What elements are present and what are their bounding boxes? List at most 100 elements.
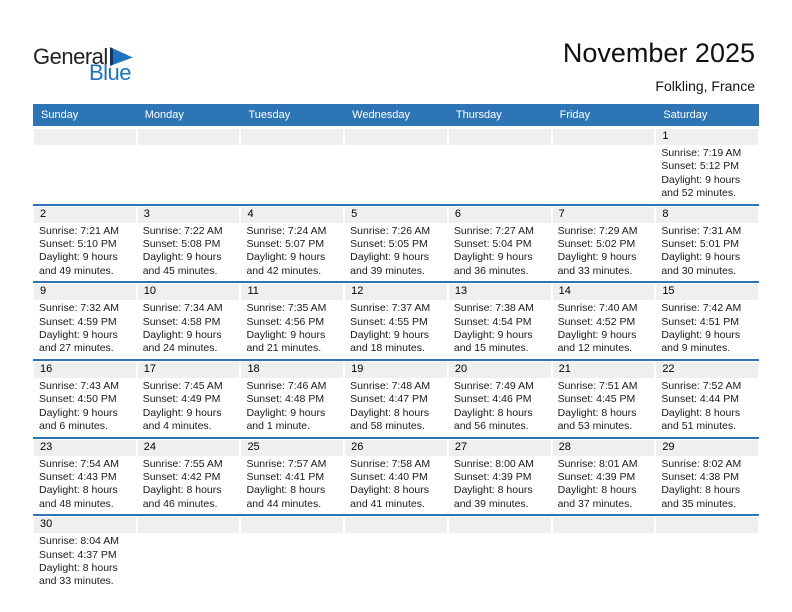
sun-times-text	[448, 145, 552, 150]
day-number-band	[552, 517, 655, 534]
day-cell-5: 5 Sunrise: 7:26 AM Sunset: 5:05 PM Daylight…	[344, 206, 448, 282]
sunrise-text: Sunrise: 7:42 AM	[661, 302, 742, 315]
sun-times-text: Sunrise: 7:22 AM Sunset: 5:08 PM Daylight:…	[137, 223, 241, 282]
sunrise-text: Sunrise: 7:21 AM	[39, 224, 119, 237]
day-cell-empty	[240, 128, 344, 204]
daylight-text-line1: Daylight: 8 hours	[350, 406, 429, 419]
daylight-text-line2: and 42 minutes.	[246, 264, 322, 277]
daylight-text-line2: and 33 minutes.	[39, 575, 114, 588]
sun-times-text: Sunrise: 7:51 AM Sunset: 4:45 PM Daylight:…	[552, 378, 656, 437]
day-number-band: 25	[241, 439, 344, 456]
daylight-text-line2: and 15 minutes.	[453, 342, 529, 355]
sunrise-text: Sunrise: 7:40 AM	[557, 302, 638, 315]
daylight-text-line2: and 6 minutes.	[39, 420, 108, 433]
month-calendar: Sunday Monday Tuesday Wednesday Thursday Frid…	[33, 104, 759, 592]
day-cell-empty	[655, 516, 759, 592]
week-row-6: 30 Sunrise: 8:04 AM Sunset: 4:37 PM Dayligh…	[33, 514, 759, 592]
daylight-text-line1: Daylight: 9 hours	[39, 251, 118, 264]
daylight-text-line1: Daylight: 9 hours	[557, 329, 637, 342]
sun-times-text: Sunrise: 7:24 AM Sunset: 5:07 PM Daylight:…	[240, 223, 344, 282]
day-cell-empty	[448, 128, 552, 204]
daylight-text-line2: and 9 minutes.	[661, 342, 731, 355]
sunset-text: Sunset: 5:12 PM	[661, 160, 739, 173]
sun-times-text: Sunrise: 7:29 AM Sunset: 5:02 PM Daylight:…	[552, 223, 656, 282]
day-cell-25: 25 Sunrise: 7:57 AM Sunset: 4:41 PM Dayligh…	[240, 439, 344, 515]
sun-times-text: Sunrise: 8:01 AM Sunset: 4:39 PM Daylight:…	[552, 456, 656, 515]
week-row-2: 2 Sunrise: 7:21 AM Sunset: 5:10 PM Daylight…	[33, 203, 759, 282]
logo-text-blue: Blue	[89, 60, 132, 85]
day-number-band: 17	[137, 361, 240, 378]
daylight-text-line2: and 49 minutes.	[39, 264, 114, 277]
day-number-band: 30	[34, 517, 136, 534]
sun-times-text: Sunrise: 7:32 AM Sunset: 4:59 PM Daylight:…	[33, 300, 137, 359]
sun-times-text: Sunrise: 7:54 AM Sunset: 4:43 PM Daylight:…	[33, 456, 137, 515]
logo-text-general: General	[33, 44, 108, 69]
day-cell-19: 19 Sunrise: 7:48 AM Sunset: 4:47 PM Dayligh…	[344, 361, 448, 437]
day-cell-11: 11 Sunrise: 7:35 AM Sunset: 4:56 PM Dayligh…	[240, 283, 344, 359]
daylight-text-line1: Daylight: 9 hours	[557, 251, 637, 264]
sun-times-text	[344, 533, 448, 538]
sunrise-text: Sunrise: 7:24 AM	[246, 224, 327, 237]
daylight-text-line1: Daylight: 9 hours	[350, 329, 429, 342]
day-cell-empty	[33, 128, 137, 204]
sun-times-text	[137, 145, 241, 150]
sun-times-text	[655, 533, 759, 538]
day-number-band: 22	[656, 361, 759, 378]
sun-times-text: Sunrise: 7:46 AM Sunset: 4:48 PM Daylight:…	[240, 378, 344, 437]
daylight-text-line2: and 35 minutes.	[661, 497, 737, 510]
sunrise-text: Sunrise: 7:55 AM	[142, 457, 223, 470]
weekday-header-saturday: Saturday	[663, 109, 708, 121]
week-row-1: 1 Sunrise: 7:19 AM Sunset: 5:12 PM Daylight…	[33, 128, 759, 204]
sunset-text: Sunset: 4:58 PM	[142, 315, 221, 328]
daylight-text-line2: and 58 minutes.	[350, 420, 425, 433]
daylight-text-line1: Daylight: 9 hours	[453, 251, 533, 264]
day-cell-10: 10 Sunrise: 7:34 AM Sunset: 4:58 PM Dayligh…	[137, 283, 241, 359]
week-row-4: 16 Sunrise: 7:43 AM Sunset: 4:50 PM Dayligh…	[33, 358, 759, 437]
daylight-text-line2: and 37 minutes.	[557, 497, 633, 510]
day-cell-empty	[344, 128, 448, 204]
daylight-text-line1: Daylight: 8 hours	[557, 484, 637, 497]
sunset-text: Sunset: 4:43 PM	[39, 470, 117, 483]
sunrise-text: Sunrise: 7:32 AM	[39, 302, 119, 315]
daylight-text-line2: and 12 minutes.	[557, 342, 633, 355]
daylight-text-line1: Daylight: 8 hours	[142, 484, 222, 497]
day-number-band: 14	[552, 284, 655, 301]
daylight-text-line1: Daylight: 8 hours	[39, 561, 118, 574]
daylight-text-line2: and 44 minutes.	[246, 497, 322, 510]
daylight-text-line1: Daylight: 9 hours	[661, 329, 741, 342]
sunrise-text: Sunrise: 7:19 AM	[661, 147, 742, 159]
daylight-text-line1: Daylight: 9 hours	[246, 251, 326, 264]
sun-times-text	[240, 145, 344, 150]
weekday-header-thursday: Thursday	[455, 109, 502, 121]
day-number-band: 13	[448, 284, 551, 301]
sun-times-text: Sunrise: 7:35 AM Sunset: 4:56 PM Daylight:…	[240, 300, 344, 359]
sunrise-text: Sunrise: 7:29 AM	[557, 224, 638, 237]
sun-times-text	[240, 533, 344, 538]
day-cell-3: 3 Sunrise: 7:22 AM Sunset: 5:08 PM Daylight…	[137, 206, 241, 282]
day-cell-9: 9 Sunrise: 7:32 AM Sunset: 4:59 PM Daylight…	[33, 283, 137, 359]
daylight-text-line2: and 36 minutes.	[453, 264, 529, 277]
sunset-text: Sunset: 4:44 PM	[661, 393, 739, 406]
sun-times-text: Sunrise: 7:40 AM Sunset: 4:52 PM Daylight:…	[552, 300, 656, 359]
day-cell-1: 1 Sunrise: 7:19 AM Sunset: 5:12 PM Daylight…	[655, 128, 759, 204]
day-number-band: 8	[656, 206, 759, 223]
daylight-text-line2: and 21 minutes.	[246, 342, 322, 355]
day-number-band	[448, 129, 551, 145]
sun-times-text: Sunrise: 7:58 AM Sunset: 4:40 PM Daylight:…	[344, 456, 448, 515]
week-row-3: 9 Sunrise: 7:32 AM Sunset: 4:59 PM Daylight…	[33, 281, 759, 359]
daylight-text-line2: and 48 minutes.	[39, 497, 114, 510]
day-cell-14: 14 Sunrise: 7:40 AM Sunset: 4:52 PM Dayligh…	[552, 283, 656, 359]
day-number-band: 26	[345, 439, 447, 456]
sunset-text: Sunset: 5:04 PM	[453, 238, 532, 251]
sun-times-text: Sunrise: 8:04 AM Sunset: 4:37 PM Daylight:…	[33, 533, 137, 592]
sun-times-text: Sunrise: 8:00 AM Sunset: 4:39 PM Daylight:…	[448, 456, 552, 515]
daylight-text-line2: and 24 minutes.	[142, 342, 218, 355]
sunset-text: Sunset: 4:39 PM	[453, 470, 532, 483]
sun-times-text: Sunrise: 7:52 AM Sunset: 4:44 PM Daylight:…	[655, 378, 759, 437]
sunset-text: Sunset: 5:02 PM	[557, 238, 636, 251]
sunrise-text: Sunrise: 7:26 AM	[350, 224, 431, 237]
sunset-text: Sunset: 4:50 PM	[39, 393, 117, 406]
day-number-band: 9	[34, 284, 136, 301]
daylight-text-line2: and 56 minutes.	[453, 420, 529, 433]
sunrise-text: Sunrise: 7:27 AM	[453, 224, 534, 237]
